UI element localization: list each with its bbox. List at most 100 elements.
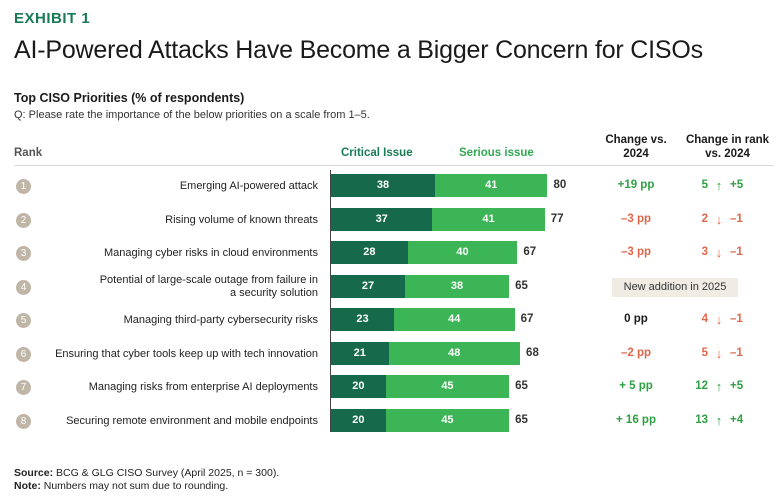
source-note: Source: BCG & GLG CISO Survey (April 202…	[14, 467, 279, 479]
serious-issue-bar: 41	[432, 207, 545, 231]
total-value: 80	[553, 179, 567, 191]
change-header-line1: Change vs.	[605, 134, 667, 146]
priority-label-text: Rising volume of known threats	[165, 214, 318, 227]
note-label: Note:	[14, 480, 41, 492]
header-divider	[14, 165, 774, 166]
critical-issue-bar: 38	[331, 174, 436, 197]
priority-label-text: Ensuring that cyber tools keep up with t…	[55, 348, 318, 361]
priority-label-text: Managing risks from enterprise AI deploy…	[89, 381, 318, 394]
change-vs-2024: + 16 pp	[616, 413, 656, 426]
total-value: 77	[550, 212, 564, 225]
chart-row: 7 Managing risks from enterprise AI deplo…	[0, 371, 780, 404]
priority-label: Managing third-party cybersecurity risks	[38, 304, 318, 337]
chart-subtitle: Top CISO Priorities (% of respondents)	[14, 91, 245, 105]
chart-row: 4 Potential of large-scale outage from fa…	[0, 271, 780, 304]
rank-number: 1	[16, 179, 31, 194]
rank-delta: –1	[730, 212, 743, 225]
rank-number: 8	[16, 413, 31, 429]
arrow-up-icon: ↑	[715, 412, 723, 428]
total-value: 68	[526, 346, 539, 359]
priority-label-line: Emerging AI-powered attack	[179, 180, 318, 192]
rank-2024: 4	[701, 313, 708, 325]
serious-issue-bar: 44	[394, 308, 515, 331]
priority-label-text: Emerging AI-powered attack	[180, 180, 318, 193]
rounding-note: Note: Numbers may not sum due to roundin…	[14, 480, 228, 492]
critical-issue-bar: 21	[331, 341, 389, 365]
rank-2024: 2	[701, 212, 708, 225]
exhibit-label: EXHIBIT 1	[14, 10, 91, 27]
rank-delta: +5	[730, 179, 744, 191]
serious-issue-bar: 38	[404, 274, 510, 298]
change-vs-2024-header: Change vs. 2024	[596, 133, 676, 161]
chart-row: 1 Emerging AI-powered attack 38 41 80 +19 pp 5…	[0, 170, 780, 203]
change-vs-2024: + 5 pp	[619, 380, 653, 392]
chart-row: 6 Ensuring that cyber tools keep up with …	[0, 338, 780, 371]
rank-2024: 5	[701, 346, 708, 359]
priority-label: Managing cyber risks in cloud environmen…	[38, 237, 318, 270]
priority-label-line: Potential of large-scale outage from fai…	[99, 274, 318, 286]
source-text: BCG & GLG CISO Survey (April 2025, n = 3…	[53, 467, 280, 479]
critical-issue-bar: 20	[331, 375, 386, 398]
rank-2024: 13	[695, 413, 708, 426]
critical-issue-bar: 23	[331, 308, 395, 331]
critical-issue-bar: 20	[331, 408, 386, 432]
priority-label: Ensuring that cyber tools keep up with t…	[38, 338, 318, 371]
serious-issue-bar: 45	[385, 375, 510, 398]
priority-label-line: a security solution	[229, 287, 318, 299]
arrow-down-icon: ↓	[715, 345, 723, 361]
arrow-up-icon: ↑	[715, 178, 723, 193]
total-value: 65	[515, 279, 528, 292]
priority-label-line: Managing cyber risks in cloud environmen…	[104, 247, 318, 259]
rank-delta: –1	[730, 246, 743, 258]
arrow-down-icon: ↓	[715, 211, 723, 227]
rank-header: Rank	[14, 147, 43, 159]
priority-label-text: Managing third-party cybersecurity risks	[124, 314, 318, 327]
survey-question: Q: Please rate the importance of the bel…	[14, 109, 370, 121]
rank-2024: 12	[695, 380, 708, 392]
total-value: 65	[515, 380, 528, 392]
critical-issue-bar: 37	[331, 207, 433, 231]
priority-label-line: Managing third-party cybersecurity risks	[123, 314, 318, 326]
source-label: Source:	[14, 467, 54, 479]
rank-change-header-line1: Change in rank	[685, 134, 770, 146]
rank-number: 6	[16, 346, 31, 362]
rank-delta: +4	[730, 413, 744, 426]
priority-label: Rising volume of known threats	[38, 204, 318, 237]
critical-issue-bar: 27	[331, 274, 405, 298]
rank-delta: –1	[730, 346, 743, 359]
serious-issue-header: Serious issue	[459, 147, 534, 159]
change-header-line2: 2024	[623, 148, 649, 160]
note-text: Numbers may not sum due to rounding.	[40, 480, 229, 492]
serious-issue-bar: 40	[407, 241, 518, 264]
priority-label-line: Securing remote environment and mobile e…	[66, 414, 318, 427]
rank-2024: 3	[701, 246, 708, 258]
rank-number: 3	[16, 246, 31, 261]
chart-row: 2 Rising volume of known threats 37 41 77 –3 …	[0, 204, 780, 237]
arrow-down-icon: ↓	[715, 312, 723, 327]
priority-label-line: Managing risks from enterprise AI deploy…	[88, 381, 318, 393]
chart-row: 3 Managing cyber risks in cloud environme…	[0, 237, 780, 270]
rank-change-header-line2: vs. 2024	[705, 148, 750, 160]
total-value: 67	[523, 246, 537, 258]
rank-2024: 5	[701, 179, 708, 191]
priority-label-line: Rising volume of known threats	[165, 213, 318, 226]
total-value: 65	[515, 413, 528, 426]
total-value: 67	[520, 313, 534, 325]
page-title: AI-Powered Attacks Have Become a Bigger …	[14, 36, 703, 64]
priority-label: Securing remote environment and mobile e…	[38, 405, 318, 438]
rank-delta: +5	[730, 380, 744, 392]
rank-number: 7	[16, 380, 31, 395]
critical-issue-header: Critical Issue	[341, 147, 413, 159]
critical-issue-bar: 28	[331, 241, 408, 264]
rank-number: 2	[16, 212, 31, 228]
serious-issue-bar: 48	[388, 341, 521, 365]
chart-axis-line	[330, 170, 331, 432]
priority-label: Managing risks from enterprise AI deploy…	[38, 371, 318, 404]
rank-delta: –1	[730, 313, 743, 325]
change-vs-2024: +19 pp	[617, 179, 655, 191]
priority-label-line: Ensuring that cyber tools keep up with t…	[55, 347, 318, 360]
chart-row: 8 Securing remote environment and mobile …	[0, 405, 780, 438]
priority-label-text: Securing remote environment and mobile e…	[66, 415, 318, 428]
change-vs-2024: –2 pp	[620, 346, 652, 359]
arrow-down-icon: ↓	[715, 245, 723, 260]
